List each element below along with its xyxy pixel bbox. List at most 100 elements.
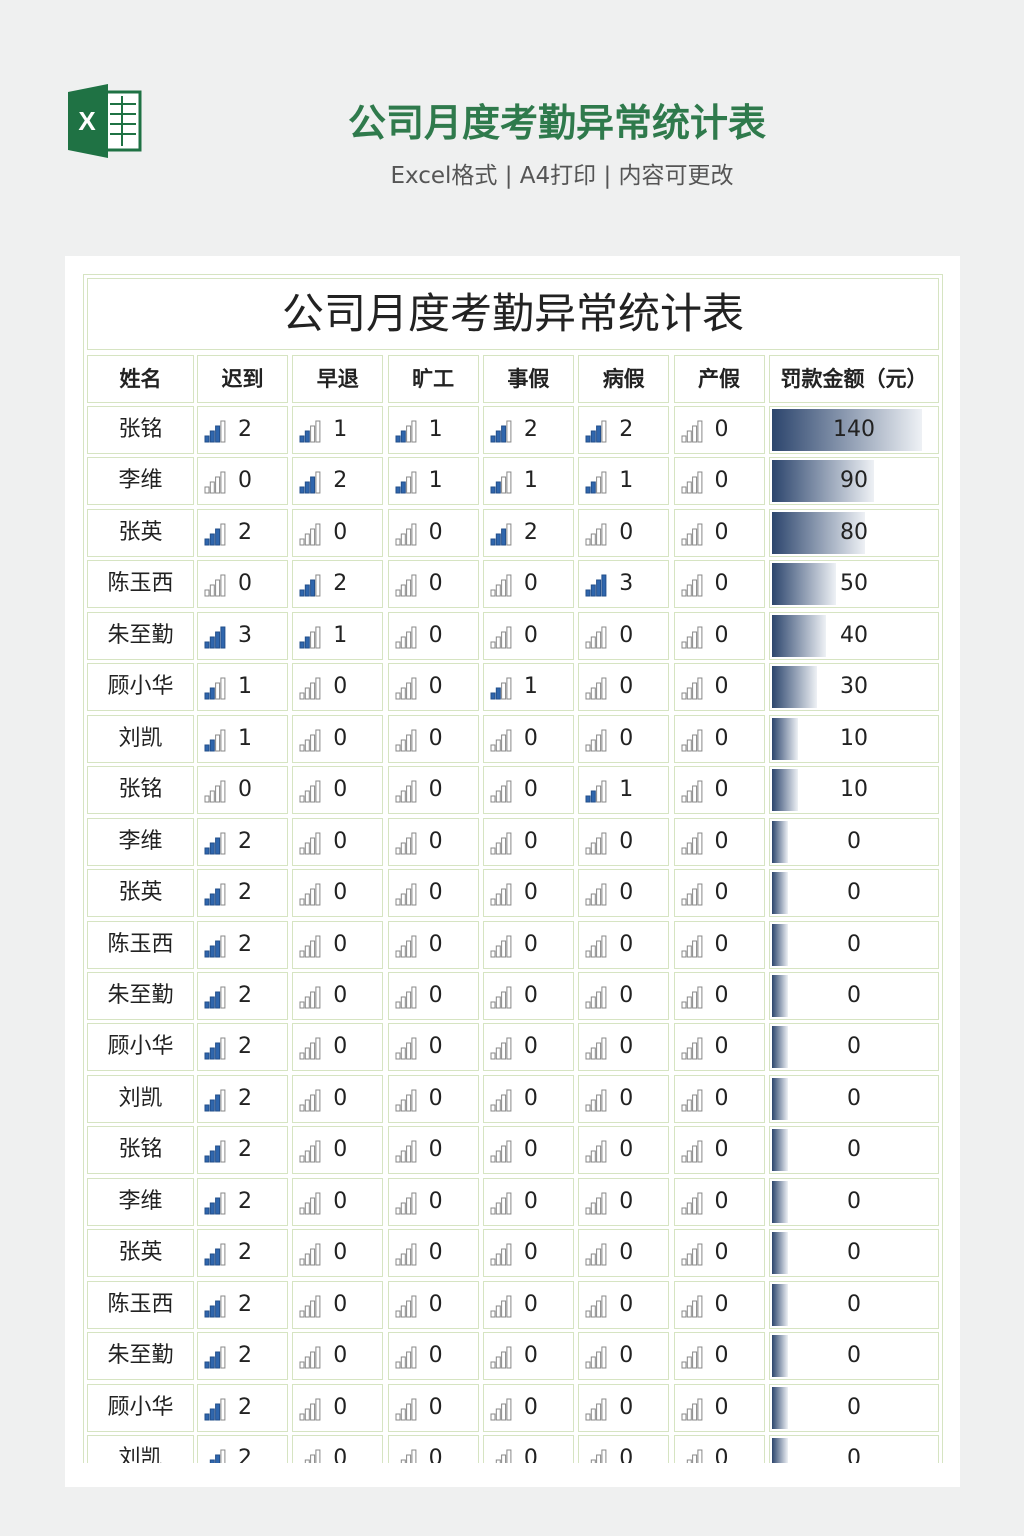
signal-icon bbox=[585, 883, 607, 906]
signal-bar bbox=[395, 1207, 401, 1215]
signal-bar bbox=[299, 1155, 305, 1163]
signal-bar bbox=[299, 898, 305, 906]
cell: 0 bbox=[197, 560, 288, 609]
cell-value: 0 bbox=[428, 1343, 443, 1369]
signal-bar bbox=[215, 528, 221, 546]
signal-bar bbox=[395, 1413, 401, 1421]
signal-icon bbox=[204, 780, 226, 803]
cell-value: 2 bbox=[238, 1394, 252, 1420]
signal-bar bbox=[405, 1403, 411, 1421]
signal-icon bbox=[204, 1295, 226, 1318]
column-header: 事假 bbox=[482, 355, 574, 403]
signal-bar bbox=[305, 1253, 311, 1266]
signal-bar bbox=[681, 744, 686, 752]
signal-bar bbox=[209, 430, 215, 443]
signal-bar bbox=[691, 528, 697, 546]
cell-value: 0 bbox=[333, 1291, 348, 1317]
signal-icon bbox=[585, 780, 607, 803]
cell: 0 bbox=[673, 457, 765, 506]
signal-bar bbox=[490, 898, 496, 906]
signal-icon bbox=[299, 1192, 321, 1215]
signal-bar bbox=[500, 991, 506, 1009]
signal-bar bbox=[681, 847, 686, 855]
signal-bar bbox=[215, 1454, 221, 1463]
signal-icon bbox=[495, 1449, 512, 1463]
signal-icon bbox=[299, 1398, 321, 1421]
cell: 0 bbox=[387, 508, 479, 557]
cell-value: 0 bbox=[714, 1394, 729, 1420]
page-title: 公司月度考勤异常统计表 bbox=[347, 101, 766, 145]
cell-value: 1 bbox=[523, 468, 538, 494]
signal-bar bbox=[305, 1202, 311, 1215]
signal-bar bbox=[585, 898, 591, 906]
signal-bar bbox=[596, 1042, 602, 1060]
signal-bar bbox=[601, 729, 607, 752]
signal-icon bbox=[490, 677, 512, 700]
signal-bar bbox=[400, 842, 406, 855]
cell-value: 0 bbox=[847, 1034, 861, 1060]
signal-bar bbox=[585, 486, 591, 494]
signal-bar bbox=[410, 1243, 416, 1266]
signal-bar bbox=[596, 631, 602, 649]
signal-bar bbox=[299, 950, 305, 957]
cell-value: 0 bbox=[714, 1188, 729, 1214]
signal-bar bbox=[686, 1459, 692, 1463]
signal-bar bbox=[686, 636, 692, 649]
cell-value: 10 bbox=[840, 725, 868, 751]
signal-bar bbox=[506, 1140, 512, 1163]
signal-bar bbox=[490, 950, 496, 957]
cell: 0 bbox=[482, 560, 574, 609]
signal-bar bbox=[590, 1099, 596, 1112]
signal-bar bbox=[601, 1243, 607, 1266]
signal-bar bbox=[405, 476, 411, 494]
signal-bar bbox=[215, 1351, 221, 1369]
signal-bar bbox=[315, 986, 321, 1009]
cell: 2 bbox=[197, 1280, 288, 1329]
cell-value: 0 bbox=[238, 777, 252, 803]
signal-bar bbox=[395, 795, 401, 803]
cell: 0 bbox=[292, 920, 384, 969]
signal-bar bbox=[400, 1408, 406, 1421]
cell-value: 0 bbox=[333, 725, 348, 751]
data-bar bbox=[772, 409, 922, 451]
signal-bar bbox=[590, 1253, 596, 1266]
signal-bar bbox=[495, 1305, 501, 1318]
cell-value: 0 bbox=[847, 1085, 861, 1111]
cell: 0 bbox=[482, 971, 574, 1020]
signal-bar bbox=[299, 486, 305, 494]
cell-value: 0 bbox=[333, 1137, 348, 1163]
cell: 2 bbox=[197, 1023, 288, 1072]
signal-bar bbox=[310, 425, 316, 443]
signal-icon bbox=[585, 1037, 607, 1060]
cell-value: 0 bbox=[333, 1188, 348, 1214]
signal-bar bbox=[691, 1197, 697, 1215]
cell: 0 bbox=[673, 1332, 765, 1381]
signal-icon bbox=[585, 986, 607, 1009]
cell: 0 bbox=[673, 1280, 765, 1329]
cell-value: 0 bbox=[428, 725, 443, 751]
cell-value: 2 bbox=[238, 1137, 252, 1163]
signal-bar bbox=[220, 1243, 226, 1266]
cell: 0 bbox=[578, 663, 670, 712]
signal-bar bbox=[299, 538, 305, 546]
signal-bar bbox=[696, 574, 702, 597]
cell-value: 0 bbox=[714, 674, 729, 700]
signal-icon bbox=[585, 523, 607, 546]
signal-bar bbox=[506, 832, 512, 855]
cell-value: 0 bbox=[619, 1343, 634, 1369]
signal-bar bbox=[400, 533, 406, 546]
cell: 0 bbox=[387, 1435, 479, 1463]
signal-bar bbox=[686, 1047, 692, 1060]
signal-bar bbox=[315, 1295, 321, 1318]
signal-bar bbox=[315, 523, 321, 546]
signal-bar bbox=[204, 847, 210, 855]
cell-value: 0 bbox=[714, 1240, 729, 1266]
signal-bar bbox=[315, 677, 321, 700]
signal-bar bbox=[400, 1356, 406, 1369]
signal-bar bbox=[215, 1042, 221, 1060]
signal-bar bbox=[400, 1047, 406, 1060]
cell-value: 0 bbox=[847, 982, 861, 1008]
signal-bar bbox=[490, 589, 496, 597]
data-bar bbox=[772, 563, 836, 606]
signal-bar bbox=[215, 888, 221, 906]
